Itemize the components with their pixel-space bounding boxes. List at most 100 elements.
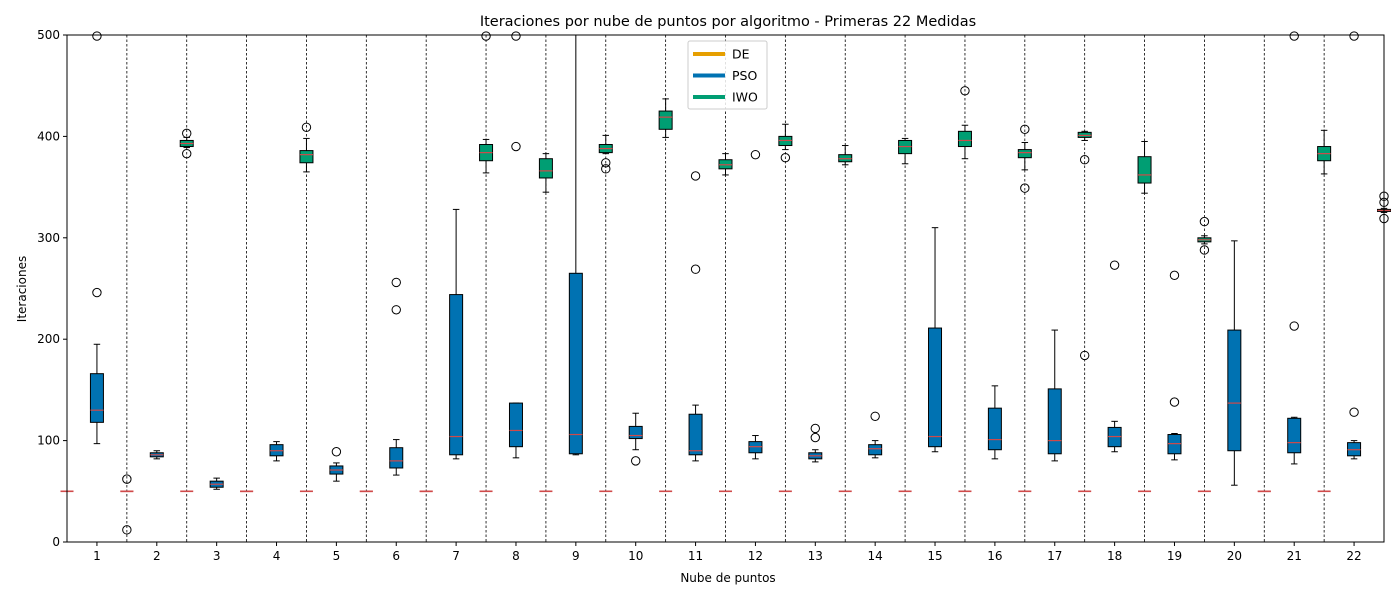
x-tick-label: 4 [273,549,281,563]
outlier-point [481,31,491,41]
box-pso-8 [508,31,523,459]
x-axis-title: Nube de puntos [680,571,775,585]
outlier-point [1020,183,1030,193]
outlier-point [511,141,521,152]
x-tick-label: 5 [333,549,341,563]
x-tick-label: 17 [1047,549,1062,563]
box-body [538,158,553,179]
y-tick-label: 500 [37,28,60,42]
x-tick-label: 3 [213,549,221,563]
box-body [508,402,523,448]
box-iwo-18 [1137,140,1152,194]
box-iwo-17 [1077,130,1092,361]
box-iwo-19 [1197,216,1212,255]
box-iwo-4 [299,122,314,173]
box-body [89,373,104,423]
outlier-point [1169,397,1180,407]
outlier-point [690,171,701,181]
box-de-2 [120,490,134,535]
x-tick-label: 14 [868,549,883,563]
x-tick-label: 20 [1227,549,1242,563]
box-body [688,413,703,456]
x-tick-label: 22 [1346,549,1361,563]
outlier-point [1199,216,1210,227]
x-tick-label: 16 [987,549,1002,563]
outlier-point [870,411,880,421]
outlier-point [1289,31,1299,41]
x-tick-label: 8 [512,549,520,563]
box-pso-20 [1227,240,1242,486]
outlier-point [810,423,820,434]
outlier-point [331,447,342,457]
box-body [389,447,404,469]
legend-frame [687,40,768,110]
axes-frame [66,34,1385,543]
box-iwo-11 [718,153,733,176]
outlier-point [511,31,521,41]
legend-label-pso: PSO [732,68,757,83]
box-pso-17 [1047,329,1062,462]
outlier-point [122,525,132,535]
box-body [658,110,673,130]
outlier-point [1349,407,1359,417]
x-tick-label: 10 [628,549,643,563]
box-pso-6 [389,277,404,476]
legend-label-iwo: IWO [732,90,758,105]
box-iwo-2 [179,128,194,159]
box-iwo-9 [598,134,613,174]
box-pso-5 [329,447,344,482]
outlier-point [960,86,970,96]
outlier-point [1349,31,1359,41]
x-tick-label: 1 [93,549,101,563]
box-body [1017,149,1032,159]
box-iwo-21 [1317,129,1332,175]
box-pso-22 [1347,31,1362,460]
box-iwo-10 [658,98,673,138]
box-pso-12 [748,149,763,460]
box-pso-4 [269,441,284,462]
box-body [928,327,943,448]
x-tick-label: 19 [1167,549,1182,563]
outlier-point [1109,260,1120,270]
box-pso-15 [928,227,943,453]
y-tick-label: 200 [37,332,60,346]
box-pso-3 [209,477,224,490]
box-body [299,150,314,164]
outlier-point [780,152,791,163]
box-body [957,130,972,148]
outlier-point [391,305,401,315]
x-tick-label: 18 [1107,549,1122,563]
x-tick-label: 6 [392,549,400,563]
box-iwo-12 [778,123,793,163]
box-pso-11 [688,171,703,462]
outlier-point [1199,245,1210,255]
box-pso-2 [149,450,164,460]
legend: DE PSO IWO [687,40,768,110]
box-body [1287,417,1302,454]
x-tick-label: 13 [808,549,823,563]
outlier-point [1289,321,1299,331]
outlier-point [690,264,701,274]
box-iwo-7 [479,31,494,174]
y-tick-label: 100 [37,434,60,448]
box-pso-9 [568,34,583,456]
outlier-point [1020,124,1030,135]
outlier-point [810,432,820,443]
x-tick-label: 11 [688,549,703,563]
box-iwo-15 [957,86,972,160]
box-body [449,294,464,456]
box-iwo-8 [538,153,553,193]
box-body [1227,329,1242,452]
box-body [868,444,883,456]
box-iwo-14 [898,137,913,165]
box-body [1137,156,1152,184]
box-pso-1 [89,31,104,445]
box-body [568,272,583,455]
outlier-point [391,277,401,288]
box-body [1047,388,1062,455]
outlier-point [1169,270,1180,281]
box-pso-16 [987,385,1002,460]
y-tick-label: 0 [52,535,60,549]
outlier-point [1079,350,1090,361]
